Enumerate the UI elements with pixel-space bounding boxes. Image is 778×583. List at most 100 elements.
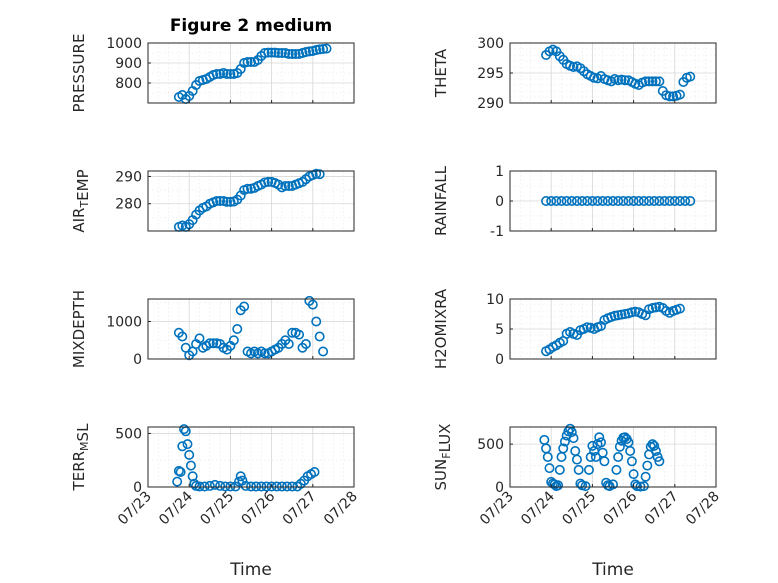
data-point: [263, 176, 274, 187]
data-point: [232, 323, 243, 334]
data-point: [209, 479, 220, 490]
data-point: [674, 196, 685, 207]
data-point: [647, 76, 658, 87]
data-point: [553, 480, 564, 491]
data-point: [182, 439, 193, 450]
x-tick-label: 07/25: [197, 489, 237, 529]
data-point: [568, 433, 579, 444]
y-axis-label-part: MIXDEPTH: [70, 290, 88, 368]
y-tick-label: 1000: [106, 36, 142, 52]
data-point: [599, 456, 610, 467]
data-point: [575, 478, 586, 489]
data-point: [177, 331, 188, 342]
data-point: [304, 46, 315, 57]
data-point: [256, 481, 267, 492]
data-point: [194, 333, 205, 344]
data-point: [294, 329, 305, 340]
data-point: [215, 480, 226, 491]
data-point: [242, 183, 253, 194]
data-point: [225, 481, 236, 492]
data-point: [263, 47, 274, 58]
data-point: [544, 463, 555, 474]
x-tick-label: 07/26: [601, 488, 641, 528]
axes-h2omixra: 0 5 10 H2OMIXRA: [432, 288, 717, 369]
data-point: [321, 43, 332, 54]
data-point: [649, 440, 660, 451]
data-point: [282, 481, 293, 492]
data-point: [650, 76, 661, 87]
data-point: [614, 441, 625, 452]
data-point: [654, 456, 665, 467]
x-tick-label: 07/25: [559, 489, 599, 529]
data-point: [594, 432, 605, 443]
data-point: [674, 303, 685, 314]
data-point: [185, 460, 196, 471]
y-axis-label: THETA: [432, 48, 450, 98]
data-point: [644, 196, 655, 207]
data-point: [566, 196, 577, 207]
y-axis-label-part: M: [78, 441, 91, 451]
y-axis-label-part: EMP: [74, 169, 92, 200]
data-point: [273, 47, 284, 58]
data-point: [685, 196, 696, 207]
y-tick-label: 280: [115, 197, 142, 213]
y-axis-label-part: F: [440, 452, 453, 458]
y-axis-label: SUNFLUX: [432, 424, 454, 491]
y-axis-label: H2OMIXRA: [432, 288, 450, 369]
y-tick-label: 295: [477, 66, 504, 82]
data-point: [276, 481, 287, 492]
data-point: [644, 76, 655, 87]
data-point: [309, 466, 320, 477]
data-point: [221, 69, 232, 80]
y-tick-label: -1: [490, 224, 504, 240]
data-point: [618, 196, 629, 207]
y-tick-label: 900: [115, 56, 142, 72]
y-tick-label: 800: [115, 76, 142, 92]
data-point: [633, 196, 644, 207]
data-point: [558, 443, 569, 454]
data-point: [559, 436, 570, 447]
y-tick-label: 0: [495, 352, 504, 368]
data-point: [242, 56, 253, 67]
data-point: [571, 196, 582, 207]
data-point: [314, 169, 325, 180]
data-point: [620, 75, 631, 86]
data-point: [571, 454, 582, 465]
data-point: [311, 316, 322, 327]
data-point: [592, 196, 603, 207]
data-point: [613, 451, 624, 462]
figure-title: Figure 2 medium: [170, 16, 332, 36]
axes-air-temp: 280 290 AIRTEMP: [70, 168, 355, 233]
plot-area: [147, 426, 355, 488]
data-point: [625, 445, 636, 456]
data-point: [632, 481, 643, 492]
data-point: [680, 196, 691, 207]
y-axis-label-part: TERR: [70, 451, 88, 492]
data-point: [175, 466, 186, 477]
data-point: [607, 196, 618, 207]
markers: [173, 295, 329, 361]
data-point: [211, 196, 222, 207]
data-point: [664, 196, 675, 207]
data-point: [577, 196, 588, 207]
data-point: [290, 48, 301, 59]
data-point: [640, 76, 651, 87]
axes-box: [147, 170, 355, 232]
data-point: [685, 71, 696, 82]
y-tick-label: 10: [486, 292, 504, 308]
data-point: [314, 44, 325, 55]
data-point: [204, 480, 215, 491]
data-point: [189, 478, 200, 489]
data-point: [220, 481, 231, 492]
y-axis-label-part: THETA: [432, 48, 450, 98]
y-tick-label: 300: [477, 36, 504, 52]
data-point: [638, 196, 649, 207]
data-point: [228, 335, 239, 346]
y-tick-label: 0: [133, 352, 142, 368]
y-axis-label-part: SUN: [432, 459, 450, 491]
data-point: [179, 424, 190, 435]
y-axis-label-part: RAINFALL: [432, 165, 450, 236]
data-point: [587, 440, 598, 451]
data-point: [573, 464, 584, 475]
